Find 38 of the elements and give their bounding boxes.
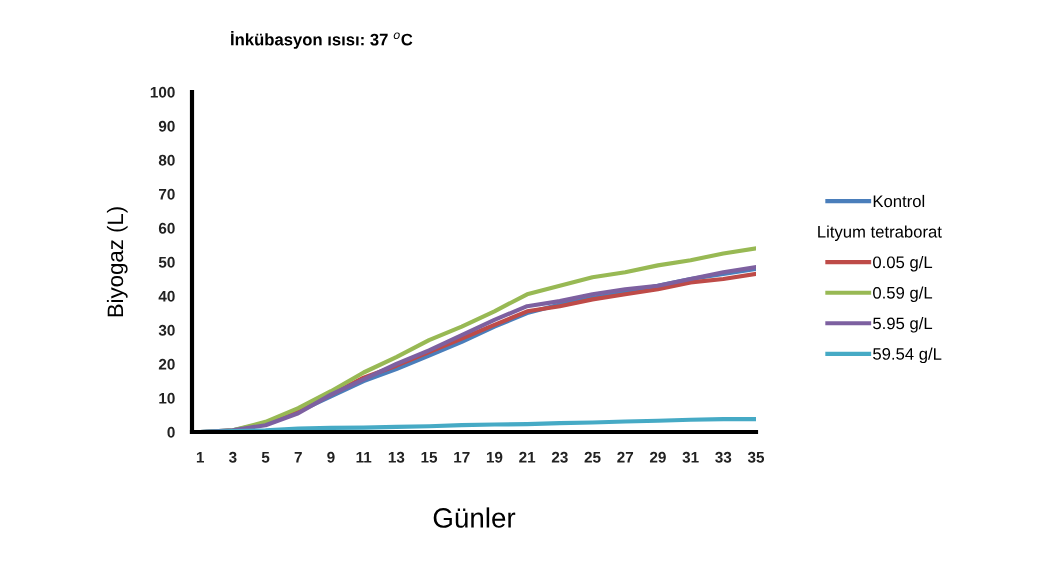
x-tick-label: 7	[294, 452, 302, 463]
legend-label: Kontrol	[873, 194, 925, 208]
chart-title: İnkübasyon ısısı: 37 $^{o}$C	[231, 31, 413, 49]
x-tick-label: 25	[584, 451, 601, 463]
y-tick-label: 20	[158, 358, 175, 370]
x-tick-label: 15	[421, 452, 438, 463]
y-axis-title: Biyogaz (L)	[106, 207, 128, 317]
y-tick-label: 90	[158, 120, 175, 132]
y-tick-label: 60	[158, 222, 175, 234]
legend-title: Lityum tetraborat	[818, 225, 942, 241]
x-tick-label: 19	[486, 451, 503, 463]
x-tick-label: 29	[649, 451, 666, 463]
y-tick-label: 50	[158, 256, 175, 268]
x-tick-label: 23	[551, 451, 568, 463]
x-axis-title: Günler	[433, 507, 516, 528]
y-tick-label: 80	[158, 154, 175, 166]
legend-label: 59.54 g/L	[873, 347, 942, 364]
x-tick-label: 13	[388, 451, 405, 463]
y-tick-label: 70	[159, 188, 175, 200]
y-tick-label: 30	[158, 324, 175, 336]
x-tick-label: 3	[228, 451, 237, 463]
x-tick-label: 31	[682, 451, 699, 463]
x-tick-label: 27	[617, 451, 634, 463]
y-tick-label: 0	[167, 426, 175, 438]
x-tick-label: 17	[454, 452, 470, 463]
legend-label: 5.95 g/L	[873, 317, 933, 333]
x-tick-label: 21	[519, 451, 536, 463]
y-tick-label: 100	[150, 86, 175, 98]
y-tick-label: 10	[159, 392, 175, 404]
x-tick-label: 33	[715, 451, 732, 463]
legend-label: 0.05 g/L	[873, 255, 933, 272]
y-tick-label: 40	[158, 290, 175, 302]
x-tick-label: 35	[747, 451, 765, 463]
x-tick-label: 1	[196, 452, 204, 463]
legend-label: 0.59 g/L	[873, 286, 933, 303]
x-tick-label: 9	[327, 451, 335, 463]
x-tick-label: 5	[261, 452, 270, 463]
x-tick-label: 11	[356, 452, 372, 463]
